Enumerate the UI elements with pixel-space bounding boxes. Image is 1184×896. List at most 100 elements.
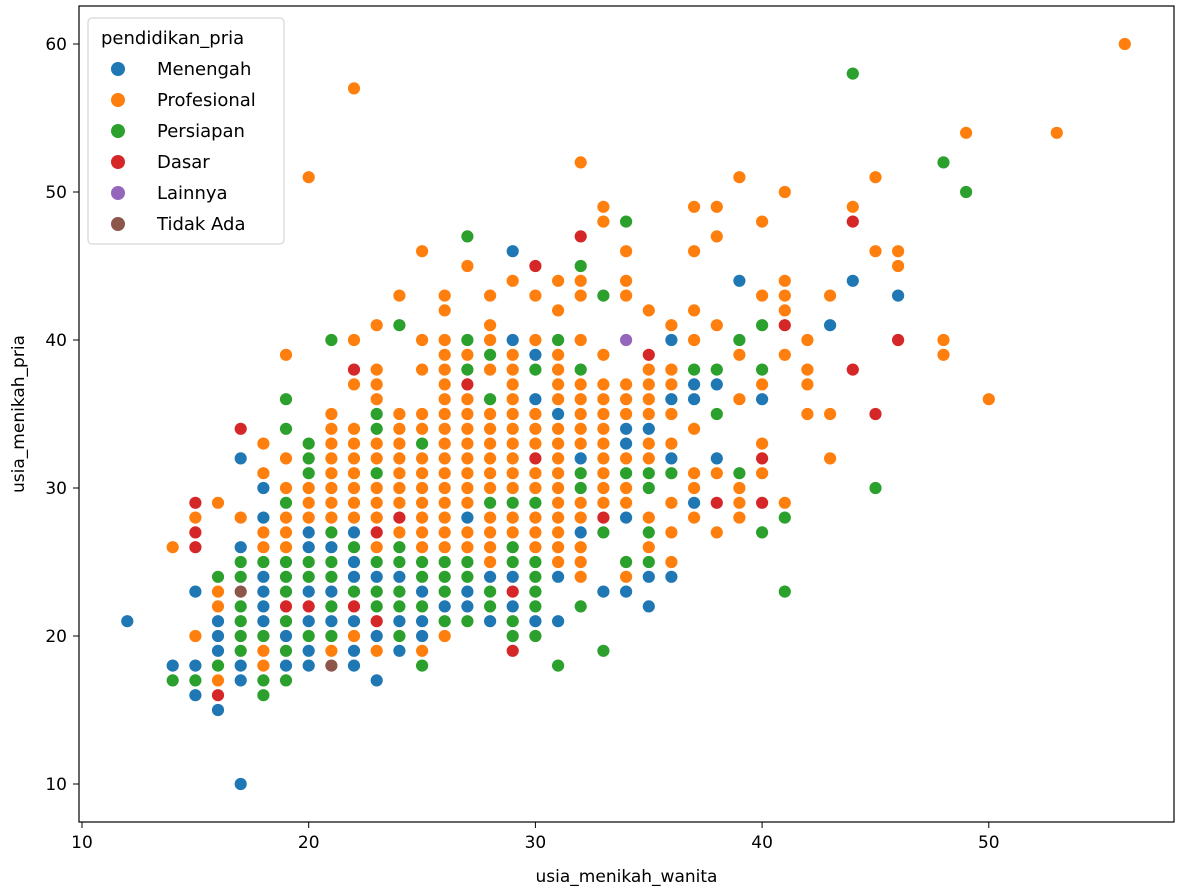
legend-marker-icon [111,155,125,169]
data-point [619,569,633,584]
data-point [437,288,452,303]
data-point [347,584,361,599]
data-point [347,451,361,466]
data-point [505,451,520,466]
data-point [800,377,815,392]
data-point [505,555,520,569]
data-point [664,362,679,377]
data-point [483,481,498,495]
data-point [165,658,180,673]
data-point [528,288,543,303]
data-point [505,599,520,614]
data-point [596,214,611,229]
data-point [528,495,543,510]
data-point [505,436,520,451]
data-point [709,495,724,510]
data-point [596,407,611,421]
data-point [392,466,407,481]
data-point [505,614,520,629]
data-point [233,777,248,791]
data-point [188,688,203,703]
data-point [437,540,452,555]
data-point [551,614,565,629]
data-point [596,392,611,407]
data-point [505,333,520,347]
data-point [528,259,543,273]
data-point [551,407,565,421]
data-point [551,525,565,540]
data-point [460,614,475,629]
data-point [301,495,316,510]
data-point [415,436,430,451]
data-point [211,584,225,599]
data-point [777,303,792,318]
data-point [301,643,316,658]
data-point [392,643,407,658]
data-point [279,658,293,673]
data-point [483,288,498,303]
data-point [732,347,747,362]
data-point [687,392,701,407]
data-point [460,481,475,495]
data-point [347,643,361,658]
data-point [415,555,430,569]
data-point [437,614,452,629]
y-tick-label: 30 [45,479,67,499]
data-point [483,333,498,347]
data-point [347,525,361,540]
legend-label: Lainnya [157,183,228,204]
data-point [868,481,883,495]
data-point [324,451,339,466]
data-point [347,481,361,495]
y-tick-label: 40 [45,331,67,351]
data-point [211,569,225,584]
data-point [437,466,452,481]
data-point [619,436,633,451]
data-point [596,451,611,466]
data-point [551,658,565,673]
data-point [460,436,475,451]
data-point [279,540,293,555]
x-tick-label: 30 [525,833,547,853]
data-point [777,288,792,303]
data-point [233,673,248,688]
legend-title: pendidikan_pria [101,28,244,49]
data-point [301,614,316,629]
data-point [347,466,361,481]
data-point [279,392,293,407]
data-point [233,540,248,555]
data-point [505,362,520,377]
data-point [347,333,361,347]
data-point [392,481,407,495]
y-tick-label: 20 [45,627,67,647]
data-point [233,584,248,599]
data-point [505,495,520,510]
data-point [573,259,588,273]
data-point [528,510,543,525]
data-point [573,510,588,525]
data-point [437,510,452,525]
data-point [279,555,293,569]
data-point [256,569,271,584]
data-point [256,436,271,451]
data-point [279,614,293,629]
data-point [573,555,588,569]
data-point [755,436,769,451]
data-point [551,377,565,392]
data-point [573,407,588,421]
data-point [256,614,271,629]
data-point [868,244,883,259]
legend-label: Dasar [157,152,210,173]
data-point [709,362,724,377]
data-point [573,155,588,170]
data-point [664,407,679,421]
data-point [256,525,271,540]
data-point [233,643,248,658]
data-point [483,362,498,377]
data-point [347,421,361,436]
data-point [687,466,701,481]
data-point [551,392,565,407]
data-point [301,599,316,614]
data-point [573,569,588,584]
